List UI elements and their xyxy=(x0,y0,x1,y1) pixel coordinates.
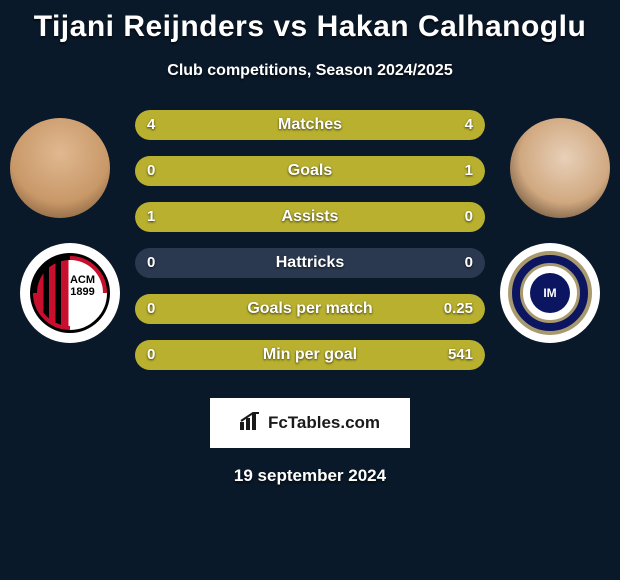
avatar-placeholder-icon xyxy=(10,118,110,218)
crest-text: ACM1899 xyxy=(70,274,95,298)
branding-text: FcTables.com xyxy=(268,413,380,433)
club-left-badge: ACM1899 xyxy=(20,243,120,343)
inter-crest-icon: IM xyxy=(508,251,592,335)
crest-core: IM xyxy=(530,273,570,313)
stat-label: Assists xyxy=(135,202,485,232)
stat-label: Min per goal xyxy=(135,340,485,370)
player-right-avatar xyxy=(510,118,610,218)
page-title: Tijani Reijnders vs Hakan Calhanoglu xyxy=(0,0,620,44)
stat-row: 10Assists xyxy=(135,202,485,232)
stat-row: 01Goals xyxy=(135,156,485,186)
stat-label: Hattricks xyxy=(135,248,485,278)
chart-icon xyxy=(240,412,262,435)
stat-row: 44Matches xyxy=(135,110,485,140)
stat-label: Goals xyxy=(135,156,485,186)
stat-label: Goals per match xyxy=(135,294,485,324)
comparison-bars: 44Matches 01Goals 10Assists 00Hattricks 00.2… xyxy=(135,110,485,386)
crest-ring: IM xyxy=(520,263,580,323)
ac-milan-crest-icon: ACM1899 xyxy=(30,253,110,333)
stat-row: 00.25Goals per match xyxy=(135,294,485,324)
club-right-badge: IM xyxy=(500,243,600,343)
subtitle: Club competitions, Season 2024/2025 xyxy=(0,62,620,80)
stat-label: Matches xyxy=(135,110,485,140)
date-text: 19 september 2024 xyxy=(0,466,620,486)
branding-box: FcTables.com xyxy=(210,398,410,448)
comparison-panel: ACM1899 IM 44Matches 01Goals 10Assists 00Ha… xyxy=(0,110,620,390)
player-left-avatar xyxy=(10,118,110,218)
stat-row: 00Hattricks xyxy=(135,248,485,278)
stat-row: 0541Min per goal xyxy=(135,340,485,370)
avatar-placeholder-icon xyxy=(510,118,610,218)
